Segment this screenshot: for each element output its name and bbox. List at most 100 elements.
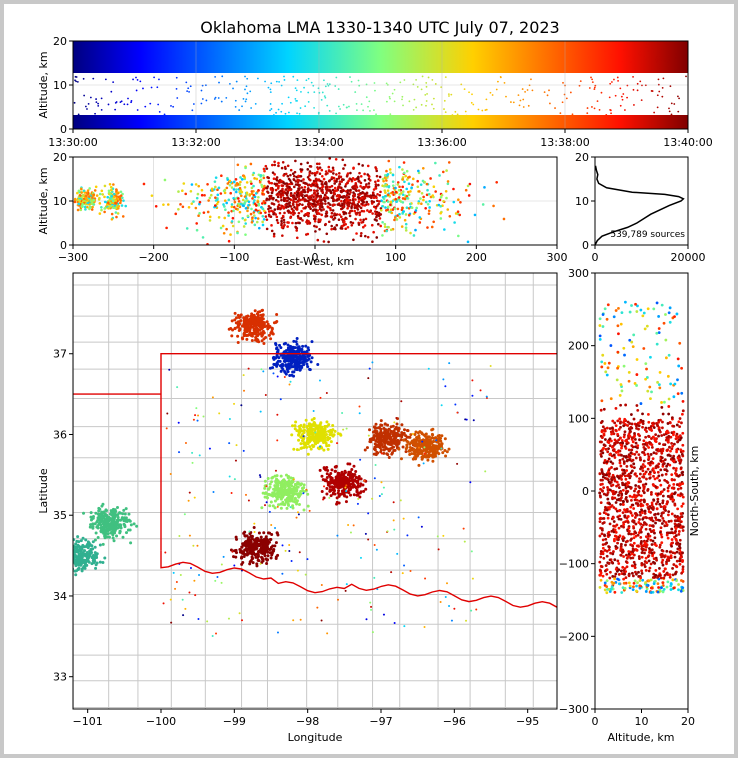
- east-west-point: [255, 220, 259, 224]
- east-west-point: [107, 199, 111, 202]
- east-west-point: [443, 228, 446, 231]
- time-altitude-point: [591, 81, 594, 83]
- east-west-point: [195, 222, 198, 225]
- time-altitude-point: [288, 111, 290, 114]
- east-west-point: [414, 228, 417, 232]
- plan-view-point: [245, 544, 249, 548]
- plan-view-point: [414, 442, 418, 446]
- time-altitude-point: [144, 105, 147, 108]
- east-west-point: [216, 197, 219, 200]
- plan-view-point: [309, 447, 313, 451]
- time-altitude-point: [298, 59, 301, 62]
- plan-view-point: [337, 483, 341, 487]
- east-west-point: [377, 222, 380, 226]
- plan-view-point: [344, 475, 348, 479]
- east-west-point: [446, 208, 450, 211]
- east-west-point: [276, 207, 280, 211]
- east-west-point: [112, 192, 116, 196]
- time-altitude-point: [303, 54, 305, 56]
- time-altitude-point: [296, 112, 298, 115]
- east-west-point: [253, 199, 256, 202]
- plan-view-point: [240, 324, 244, 328]
- plan-view-point: [108, 526, 112, 530]
- time-altitude-point: [75, 56, 78, 59]
- east-west-point: [473, 213, 477, 217]
- east-west-point: [254, 208, 258, 212]
- plan-view-point: [434, 447, 438, 451]
- plan-view-point: [430, 453, 434, 457]
- time-altitude-point: [335, 112, 337, 115]
- plan-view-point: [326, 447, 330, 451]
- time-altitude-point: [119, 101, 122, 104]
- east-west-point: [326, 172, 329, 175]
- east-west-point: [430, 225, 434, 229]
- east-west-point: [216, 193, 220, 197]
- plan-view-point: [308, 429, 312, 433]
- plan-view-point: [318, 424, 322, 428]
- plan-view-point: [279, 483, 283, 487]
- plan-view-point: [362, 489, 366, 493]
- east-west-point: [280, 166, 284, 170]
- time-altitude-point: [661, 95, 664, 98]
- east-west-point: [281, 160, 285, 164]
- plan-view-point: [320, 474, 324, 478]
- east-west-point: [256, 200, 260, 204]
- east-west-point: [237, 220, 241, 224]
- time-altitude-point: [450, 93, 453, 96]
- time-altitude-point: [593, 107, 596, 110]
- east-west-point: [250, 190, 254, 193]
- plan-view-point: [306, 346, 310, 350]
- plan-view-point: [355, 485, 359, 489]
- plan-view-point: [308, 367, 312, 371]
- time-altitude-point: [95, 101, 98, 104]
- time-altitude-point: [280, 110, 283, 113]
- time-altitude-point: [128, 48, 130, 51]
- east-west-point: [372, 196, 376, 200]
- east-west-point: [391, 190, 395, 194]
- time-altitude-point: [545, 58, 548, 61]
- plan-view-point: [293, 362, 297, 366]
- time-altitude-point: [298, 112, 301, 115]
- histogram-line: [594, 165, 685, 246]
- plan-view-point: [331, 424, 335, 428]
- east-west-point: [239, 194, 243, 198]
- time-altitude-point: [418, 44, 420, 47]
- plan-view-point: [250, 544, 254, 548]
- east-west-point: [366, 164, 370, 168]
- plan-view-point: [390, 451, 394, 455]
- plan-view-point: [389, 435, 393, 439]
- east-west-point: [108, 191, 112, 195]
- east-west-point: [386, 189, 390, 192]
- east-west-point: [364, 217, 368, 221]
- east-west-point: [375, 219, 378, 222]
- time-altitude-point: [323, 59, 326, 62]
- east-west-point: [391, 173, 395, 177]
- east-west-point: [375, 174, 379, 178]
- time-altitude-point: [238, 109, 241, 111]
- east-west-point: [327, 240, 330, 244]
- plan-view-point: [305, 445, 309, 449]
- plan-view-point: [302, 425, 306, 429]
- plan-view-point: [395, 427, 399, 431]
- east-west-point: [274, 213, 278, 216]
- time-altitude-point: [200, 56, 203, 59]
- east-west-point: [280, 226, 284, 229]
- east-west-point: [326, 196, 330, 200]
- figure-title: Oklahoma LMA 1330-1340 UTC July 07, 2023: [200, 18, 559, 37]
- east-west-point: [182, 182, 186, 185]
- east-west-point: [227, 211, 230, 214]
- east-west-point: [216, 200, 220, 204]
- east-west-point: [227, 198, 231, 202]
- east-west-point: [214, 176, 218, 179]
- east-west-point: [98, 192, 102, 196]
- east-west-point: [250, 186, 254, 190]
- plan-view-point: [415, 436, 419, 440]
- east-west-point: [232, 209, 235, 213]
- east-west-point: [290, 207, 294, 211]
- time-altitude-point: [345, 46, 348, 49]
- plan-view-point: [359, 477, 363, 481]
- east-west-point: [215, 202, 219, 206]
- east-west-point: [355, 189, 358, 192]
- east-west-point: [402, 171, 406, 175]
- plan-view-point: [285, 506, 289, 510]
